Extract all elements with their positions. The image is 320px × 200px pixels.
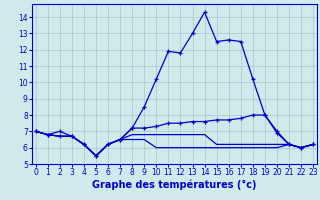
X-axis label: Graphe des températures (°c): Graphe des températures (°c) [92, 180, 257, 190]
